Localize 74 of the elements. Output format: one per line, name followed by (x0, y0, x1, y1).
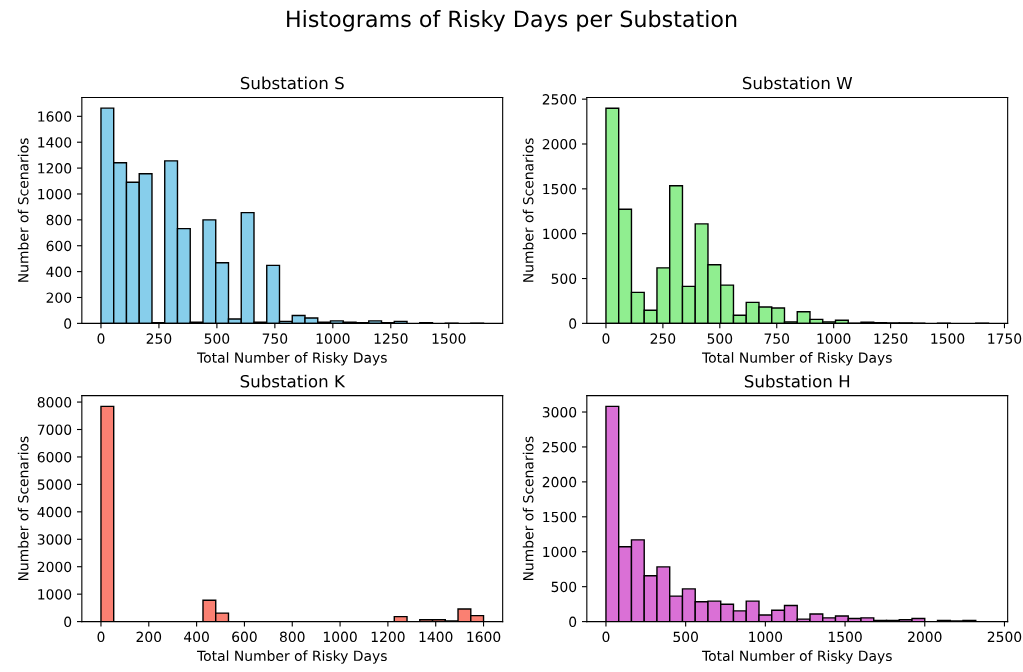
y-tick-label: 0 (64, 616, 72, 628)
y-tick-label: 2500 (542, 441, 577, 453)
x-tick-label: 0 (97, 333, 105, 344)
y-tick-label: 0 (569, 318, 577, 329)
x-tick-label: 800 (279, 631, 305, 643)
y-tick-label: 7000 (37, 424, 72, 435)
x-tick-label: 2000 (908, 631, 942, 643)
y-tick-label: 3000 (37, 534, 72, 545)
chart-title: Substation K (240, 374, 346, 388)
y-tick-label: 500 (551, 581, 577, 593)
y-tick-label: 1200 (38, 163, 72, 174)
y-tick-label: 800 (46, 214, 72, 226)
chart-title: Substation W (742, 76, 853, 90)
x-tick-label: 0 (97, 631, 105, 643)
y-tick-label: 6000 (37, 451, 72, 463)
x-tick-label: 1500 (432, 333, 466, 344)
x-tick-label: 750 (262, 333, 288, 344)
x-tick-label: 500 (673, 631, 698, 643)
x-tick-label: 2500 (987, 631, 1022, 643)
y-tick-label: 500 (551, 273, 577, 284)
x-tick-label: 500 (204, 333, 230, 344)
y-tick-label: 400 (46, 266, 72, 278)
x-tick-label: 1000 (316, 333, 350, 344)
y-tick-label: 1400 (38, 137, 72, 148)
y-tick-label: 600 (46, 240, 72, 252)
x-tick-label: 1500 (828, 631, 862, 643)
x-tick-label: 1250 (874, 333, 908, 344)
x-tick-label: 200 (136, 631, 162, 643)
y-tick-label: 1600 (38, 111, 72, 122)
x-tick-label: 1600 (467, 631, 501, 643)
x-axis-title: Total Number of Risky Days (701, 352, 892, 366)
x-tick-label: 500 (707, 333, 733, 344)
y-tick-label: 200 (46, 292, 72, 303)
y-tick-label: 2000 (37, 561, 72, 573)
x-tick-label: 400 (184, 631, 209, 643)
x-tick-label: 1500 (931, 333, 965, 344)
y-tick-label: 1000 (543, 228, 577, 240)
x-tick-label: 1750 (988, 333, 1022, 344)
y-tick-label: 2000 (542, 138, 577, 150)
chart-title: Substation S (240, 76, 344, 90)
x-axis-title: Total Number of Risky Days (196, 352, 387, 366)
y-tick-label: 1000 (38, 589, 72, 600)
x-tick-label: 1000 (817, 333, 851, 344)
x-tick-label: 1250 (374, 333, 408, 344)
y-tick-label: 1500 (543, 183, 577, 195)
y-tick-label: 2000 (542, 476, 577, 488)
y-tick-label: 0 (64, 318, 72, 329)
x-tick-label: 250 (146, 333, 172, 344)
y-tick-label: 0 (569, 616, 577, 628)
y-tick-label: 1500 (543, 511, 577, 523)
x-tick-label: 1000 (323, 631, 357, 643)
y-tick-label: 4000 (37, 506, 72, 518)
x-tick-label: 250 (650, 333, 676, 344)
x-tick-label: 1200 (371, 631, 405, 643)
y-tick-label: 3000 (542, 406, 577, 418)
y-axis-title: Number of Scenarios (17, 138, 29, 282)
x-tick-label: 600 (232, 631, 257, 643)
x-tick-label: 0 (602, 631, 610, 643)
x-tick-label: 1400 (419, 631, 453, 643)
chart-title: Substation H (744, 374, 850, 388)
y-axis-title: Number of Scenarios (522, 436, 534, 581)
x-axis-title: Total Number of Risky Days (196, 650, 387, 664)
x-tick-label: 750 (764, 333, 790, 344)
y-tick-label: 2500 (542, 94, 577, 105)
y-tick-label: 1000 (543, 546, 577, 558)
y-tick-label: 8000 (37, 397, 72, 408)
y-tick-label: 1000 (38, 188, 72, 200)
y-tick-label: 5000 (37, 479, 72, 490)
x-tick-label: 0 (602, 333, 610, 344)
y-axis-title: Number of Scenarios (17, 436, 29, 581)
x-axis-title: Total Number of Risky Days (701, 650, 892, 664)
y-axis-title: Number of Scenarios (522, 138, 534, 282)
text: Histograms of Risky Days per Substation (287, 10, 737, 32)
x-tick-label: 1000 (749, 631, 783, 643)
